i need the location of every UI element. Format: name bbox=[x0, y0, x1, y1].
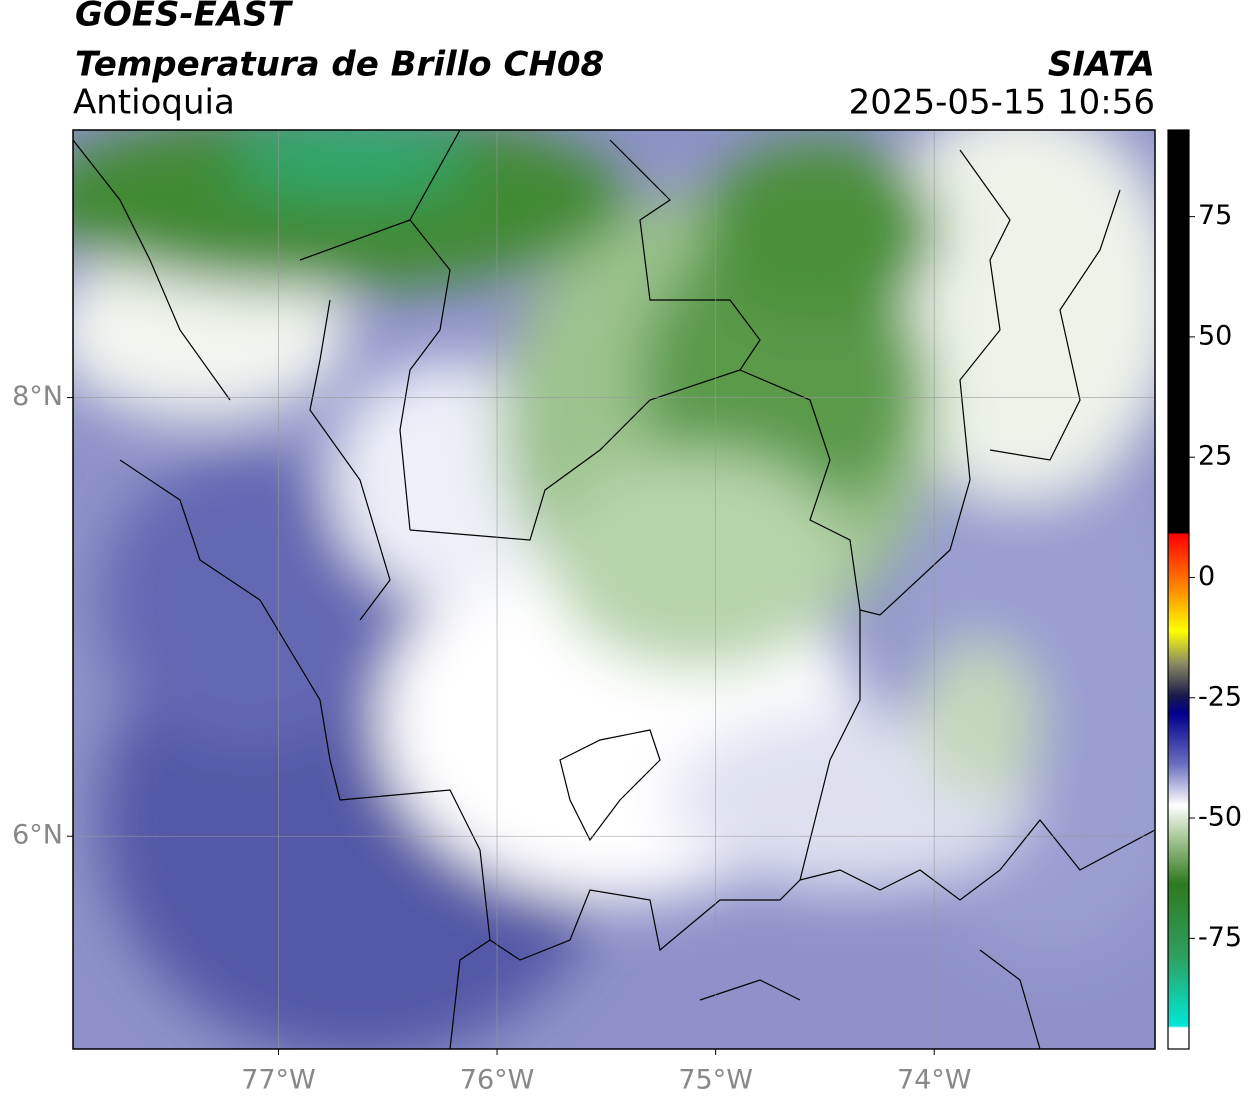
colorbar-tick-label: 25 bbox=[1198, 441, 1232, 472]
subtitle: Temperatura de Brillo CH08 bbox=[75, 45, 604, 85]
y-tick-label: 8°N bbox=[12, 381, 63, 412]
colorbar-tick-label: 50 bbox=[1198, 320, 1232, 351]
datetime: 2025-05-15 10:56 bbox=[849, 83, 1155, 123]
x-tick-label: 76°W bbox=[460, 1065, 535, 1096]
colorbar-tick-label: 75 bbox=[1198, 200, 1232, 231]
colorbar-tick-label: 0 bbox=[1198, 561, 1215, 592]
x-tick-label: 77°W bbox=[241, 1065, 316, 1096]
satellite-image bbox=[73, 130, 1155, 1049]
colorbar-tick-label: -50 bbox=[1198, 802, 1242, 833]
y-tick-label: 6°N bbox=[12, 820, 63, 851]
title: GOES-EAST bbox=[75, 0, 294, 35]
region: Antioquia bbox=[73, 83, 235, 123]
colorbar bbox=[1167, 129, 1190, 1050]
colorbar-tick-label: -75 bbox=[1198, 922, 1242, 953]
map-frame bbox=[72, 129, 1156, 1050]
x-tick-label: 75°W bbox=[678, 1065, 753, 1096]
graticule bbox=[73, 130, 1155, 1049]
colorbar-tick-label: -25 bbox=[1198, 681, 1242, 712]
source: SIATA bbox=[1048, 45, 1155, 85]
x-tick-label: 74°W bbox=[897, 1065, 972, 1096]
